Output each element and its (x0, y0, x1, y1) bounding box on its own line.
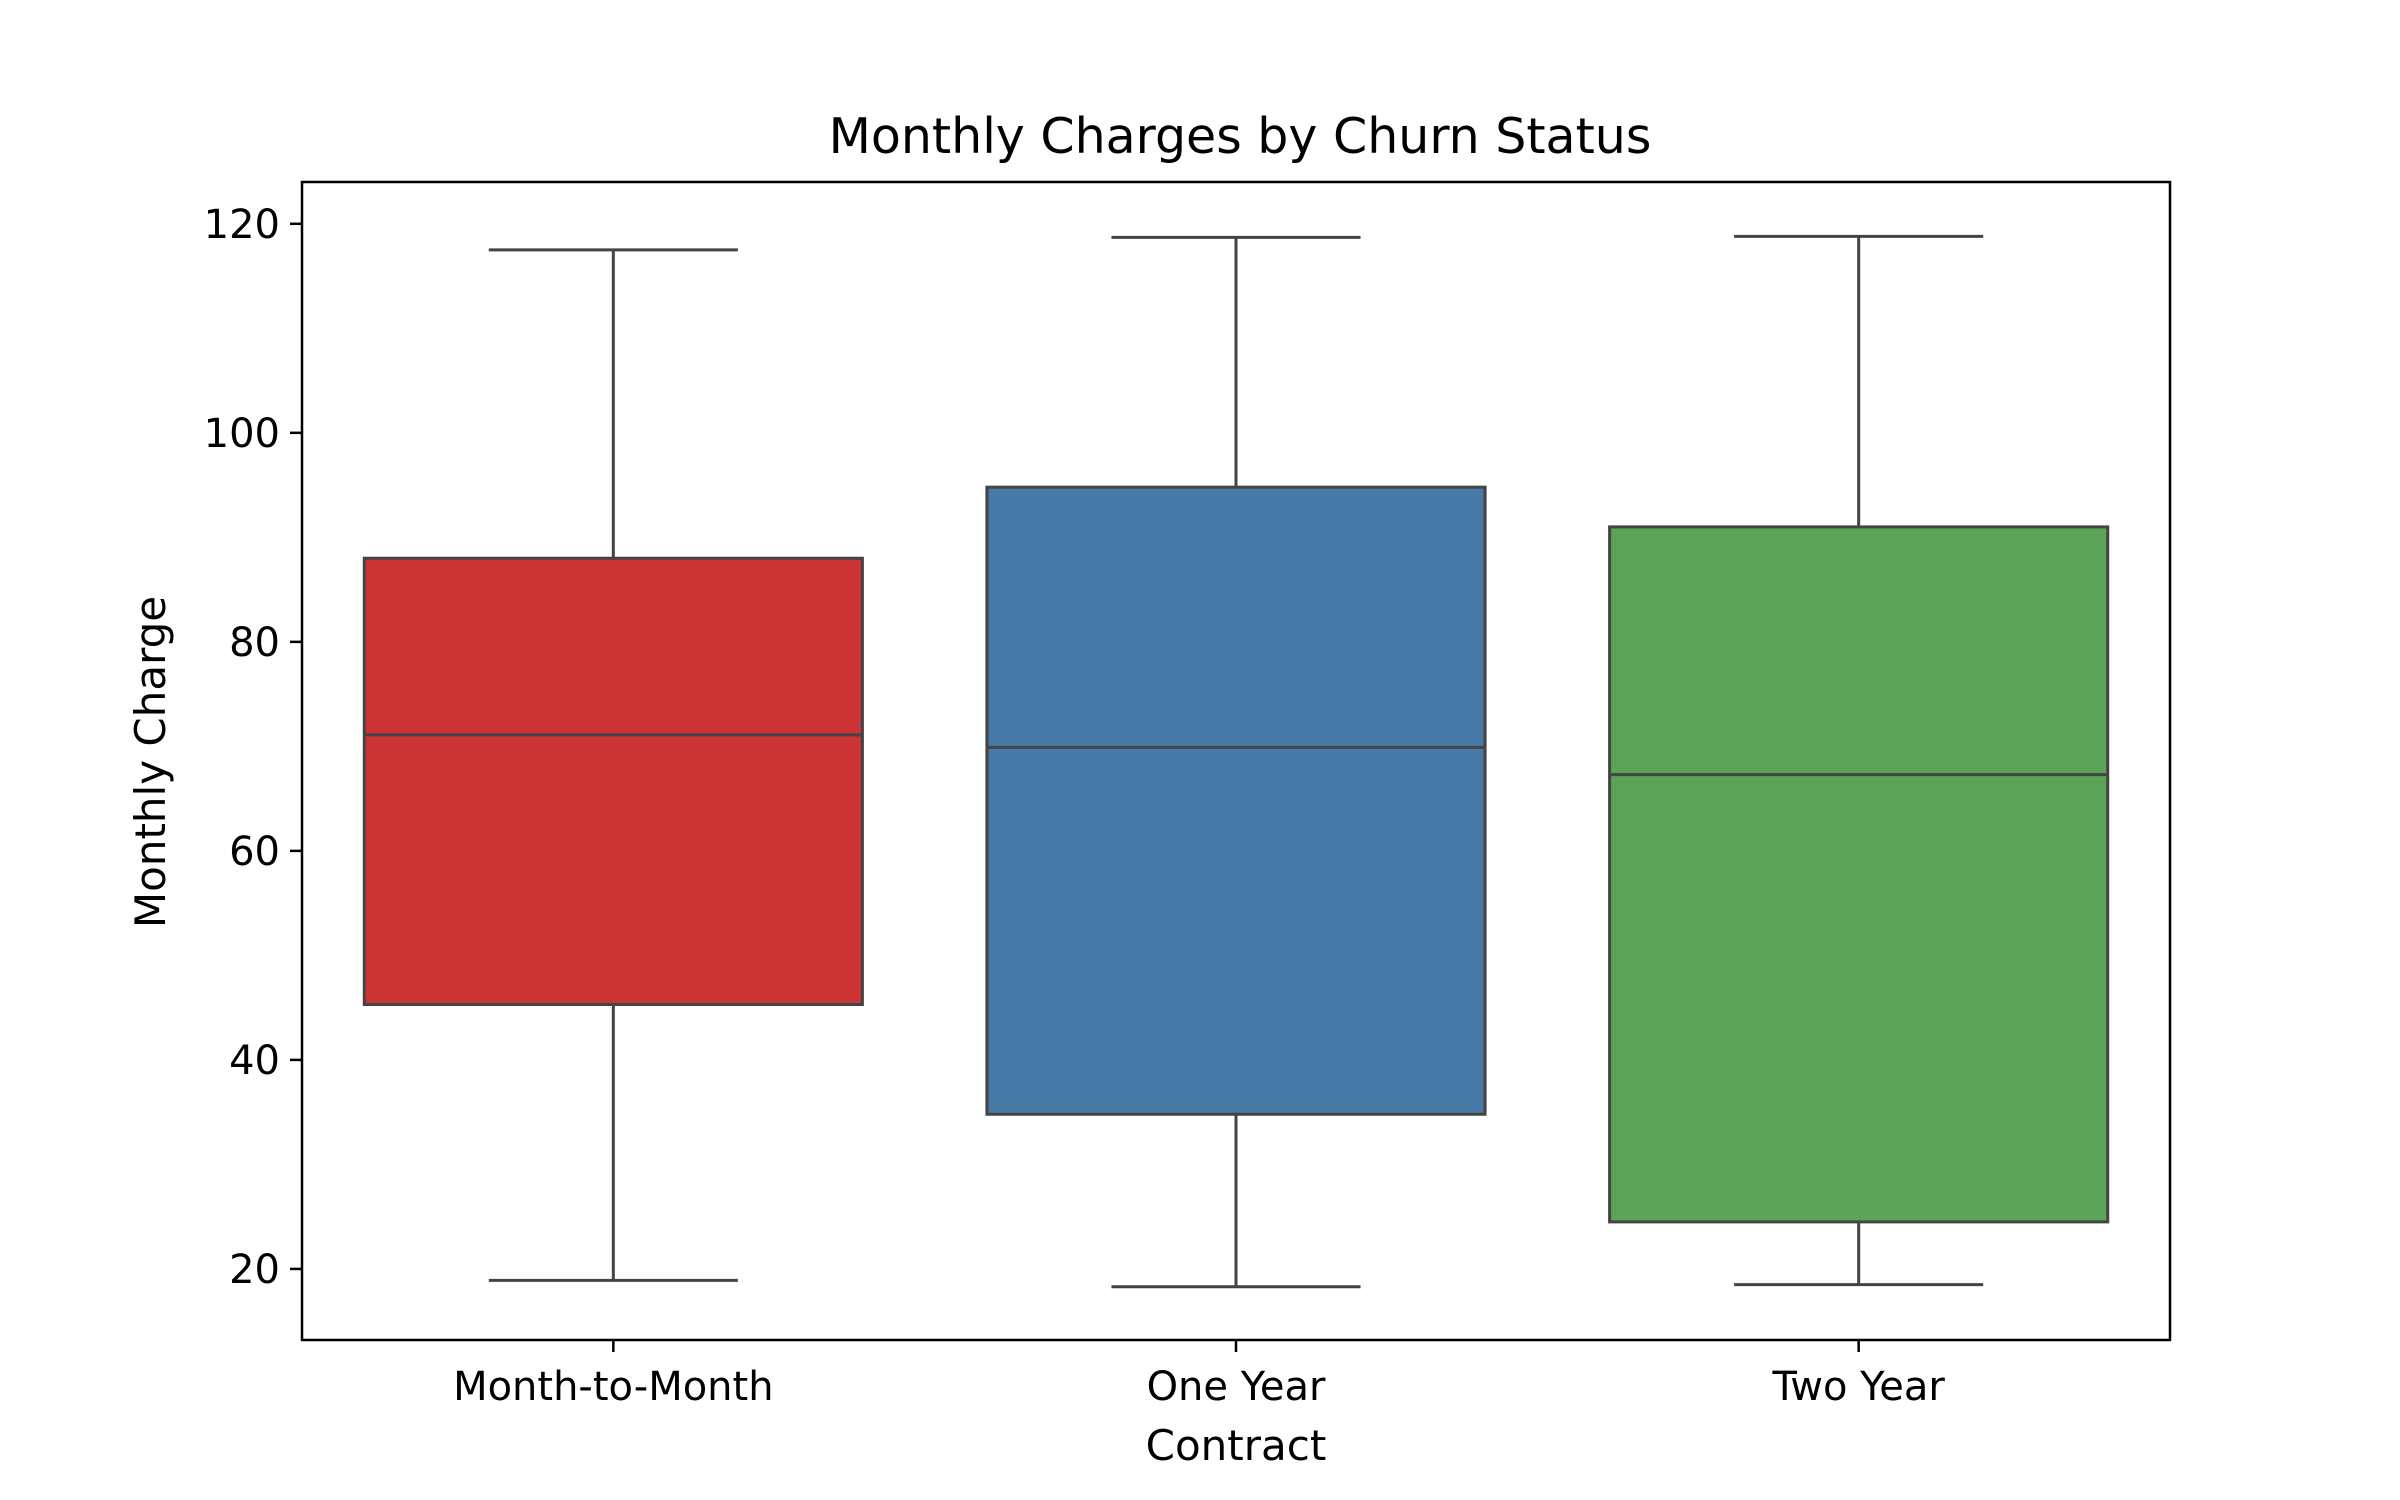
box-iqr (362, 556, 864, 1007)
box-iqr (1608, 525, 2110, 1224)
y-tick-label: 60 (229, 829, 280, 875)
y-tick-label: 20 (229, 1247, 280, 1293)
x-tick-label: One Year (1147, 1364, 1326, 1410)
y-tick-label: 40 (229, 1038, 280, 1084)
box-group (1608, 234, 2110, 1287)
plot-area (362, 234, 2110, 1289)
x-axis-label: Contract (1146, 1421, 1327, 1470)
box-group (362, 248, 864, 1282)
y-axis-label: Monthly Charge (126, 596, 175, 928)
y-tick-label: 100 (204, 411, 280, 457)
chart-title: Monthly Charges by Churn Status (829, 108, 1652, 165)
box-group (985, 235, 1487, 1289)
axes: 20 40 60 80 100 120 Month-to-Month One Year Two … (204, 202, 1946, 1410)
y-tick-label: 120 (204, 202, 280, 248)
x-tick-label: Two Year (1771, 1364, 1945, 1410)
y-tick-label: 80 (229, 620, 280, 666)
box-iqr (985, 485, 1487, 1116)
x-tick-label: Month-to-Month (453, 1364, 774, 1410)
